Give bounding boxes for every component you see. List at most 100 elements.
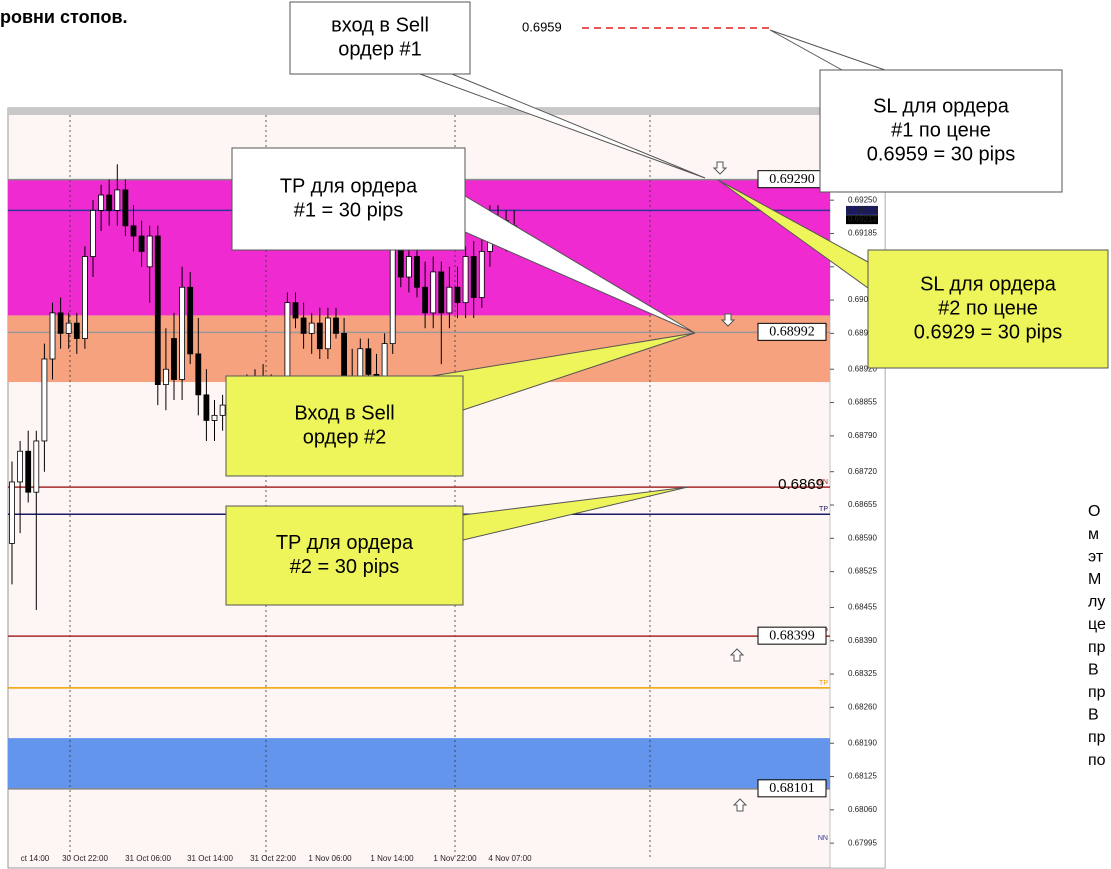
- candle-body: [130, 225, 137, 237]
- candle-body: [454, 286, 461, 304]
- candle-body: [292, 302, 299, 319]
- candle-body: [106, 194, 113, 211]
- candle-body: [138, 235, 145, 252]
- candle-body: [33, 440, 40, 493]
- candle-body: [397, 245, 404, 278]
- y-tick-label: 0.68455: [848, 603, 877, 612]
- y-tick-label: 0.68125: [848, 772, 877, 781]
- callout-box: [867, 249, 1109, 369]
- price-axis: [829, 114, 886, 869]
- y-tick-label: 0.68655: [848, 500, 877, 509]
- level-label: 0.68101: [769, 781, 815, 796]
- y-tick-label: 0.68720: [848, 467, 877, 476]
- side-text: пр: [1088, 729, 1106, 746]
- candle-body: [17, 450, 24, 483]
- candle-body: [308, 322, 315, 334]
- candle-body: [211, 414, 218, 421]
- level-label-box: [757, 626, 827, 645]
- x-tick-label: ct 14:00: [21, 854, 50, 863]
- side-text: по: [1088, 752, 1106, 769]
- side-text: пр: [1088, 684, 1106, 701]
- side-text: це: [1088, 616, 1106, 633]
- y-tick-label: 0.68390: [848, 636, 877, 645]
- candle-body: [324, 317, 331, 350]
- callout-text: SL для ордера: [920, 273, 1057, 295]
- callout-box: [819, 69, 1063, 193]
- level-label: 0.68399: [769, 628, 815, 643]
- price-marker-label: 0.69230: [848, 206, 877, 215]
- callout-text: TP для ордера: [276, 532, 414, 554]
- zone: [8, 738, 830, 789]
- candle-body: [73, 322, 80, 339]
- price-marker-box: [846, 215, 878, 225]
- side-text: В: [1088, 707, 1099, 724]
- candle-body: [146, 235, 153, 268]
- callout-text: 0.6929 = 30 pips: [914, 321, 1062, 343]
- candle-body: [405, 256, 412, 278]
- candle-body: [365, 348, 372, 375]
- candle-body: [9, 481, 15, 544]
- y-tick-label: 0.68990: [848, 328, 877, 337]
- callout-box: [225, 505, 464, 606]
- candle-body: [341, 332, 348, 380]
- candle-body: [90, 210, 96, 257]
- candle-body: [57, 312, 64, 334]
- candle-body: [65, 322, 72, 334]
- x-tick-label: 1 Nov 22:00: [433, 854, 477, 863]
- y-tick-label: 0.68920: [848, 364, 877, 373]
- callout-box: [225, 375, 464, 477]
- price-marker-label: 0.69212: [848, 215, 877, 224]
- order-arrow: [732, 798, 748, 812]
- heading: ровни стопов.: [0, 7, 128, 27]
- candle-body: [195, 353, 202, 396]
- level-label: 0.69290: [769, 172, 815, 187]
- candle-body: [187, 286, 194, 355]
- candle-body: [430, 271, 437, 314]
- callout-text: вход в Sell: [331, 14, 429, 36]
- callout-text: Вход в Sell: [294, 402, 394, 424]
- y-tick-label: 0.69185: [848, 229, 877, 238]
- level-tag: TP: [819, 680, 828, 687]
- callout-box: [231, 147, 466, 251]
- candle-body: [41, 358, 48, 442]
- candle-body: [316, 322, 323, 350]
- candle-body: [219, 404, 226, 416]
- x-tick-label: 31 Oct 14:00: [187, 854, 233, 863]
- y-tick-label: 0.69055: [848, 295, 877, 304]
- callout-text: ордер #2: [303, 426, 387, 448]
- side-text: м: [1088, 526, 1099, 543]
- level-tag: TP: [819, 506, 828, 513]
- callout-text: #2 по цене: [938, 297, 1038, 319]
- y-tick-label: 0.68855: [848, 398, 877, 407]
- y-tick-label: 0.68325: [848, 669, 877, 678]
- candle-body: [414, 256, 420, 288]
- y-tick-label: 0.68260: [848, 702, 877, 711]
- zone: [8, 315, 830, 383]
- price-marker-box: [846, 205, 878, 215]
- candle-body: [203, 394, 210, 421]
- y-tick-label: 0.68190: [848, 738, 877, 747]
- level-label-box: [757, 779, 827, 798]
- y-tick-label: 0.67995: [848, 838, 877, 847]
- candle-body: [333, 317, 339, 334]
- candle-body: [25, 450, 32, 493]
- level-tag: NN: [818, 479, 828, 486]
- order-arrow: [712, 161, 728, 175]
- chart-top-bar: [8, 108, 885, 115]
- side-text: М: [1088, 571, 1101, 588]
- order-arrow: [720, 313, 736, 327]
- candle-body: [82, 256, 88, 339]
- x-tick-label: 1 Nov 14:00: [370, 854, 414, 863]
- order-arrow: [729, 648, 745, 662]
- candle-body: [171, 338, 177, 380]
- candle-body: [422, 286, 429, 314]
- top-price: 0.6959: [522, 19, 562, 34]
- callout-box: [289, 1, 471, 75]
- candle-body: [446, 286, 453, 314]
- side-text: О: [1088, 503, 1100, 520]
- level-tag: NN: [818, 835, 828, 842]
- candle-body: [462, 256, 469, 304]
- candle-body: [114, 189, 121, 211]
